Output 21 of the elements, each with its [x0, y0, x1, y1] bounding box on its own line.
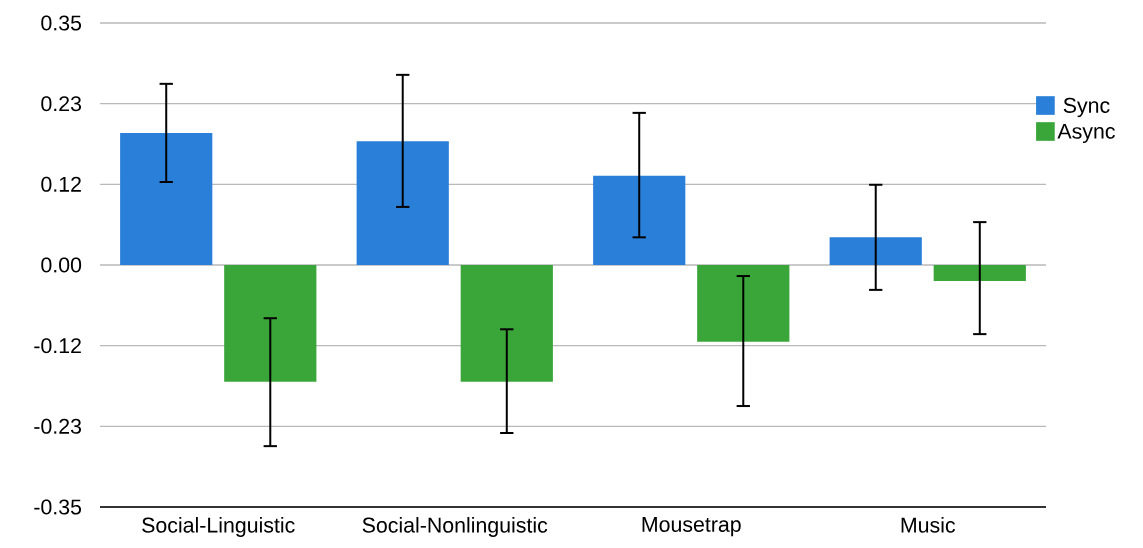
bar — [697, 264, 790, 342]
bar — [593, 175, 686, 265]
x-tick-label: Music — [901, 517, 956, 533]
bar — [356, 141, 449, 265]
y-tick-label: -0.12 — [34, 338, 81, 354]
bar — [120, 132, 213, 265]
legend-label: Async — [1057, 123, 1115, 144]
y-tick-label: -0.23 — [34, 418, 82, 434]
y-tick-label: 0.00 — [41, 257, 82, 273]
bar — [224, 264, 317, 382]
y-tick-label: 0.35 — [41, 15, 82, 31]
y-tick-label: 0.23 — [41, 96, 82, 112]
legend-label: Sync — [1063, 97, 1110, 118]
bar — [460, 264, 553, 382]
x-tick-label: Social-Nonlinguistic — [362, 517, 548, 537]
bar — [933, 264, 1026, 281]
x-tick-label: Social-Linguistic — [142, 517, 295, 537]
x-tick-label: Mousetrap — [642, 517, 741, 537]
bar — [829, 237, 922, 265]
y-tick-label: 0.12 — [41, 176, 81, 192]
y-tick-label: -0.35 — [34, 499, 82, 515]
